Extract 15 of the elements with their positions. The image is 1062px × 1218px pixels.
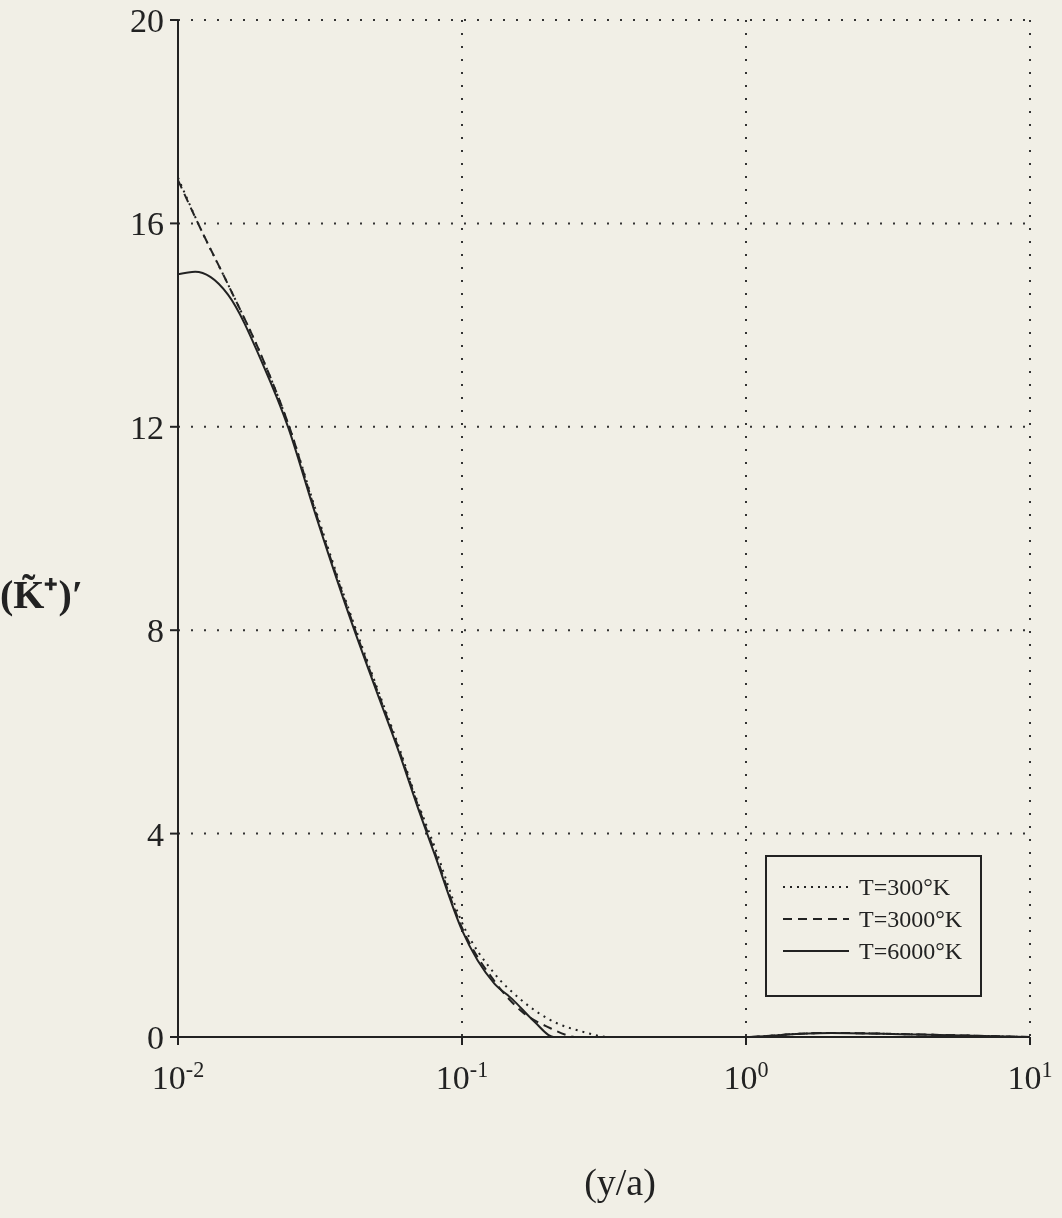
- y-tick-label: 0: [147, 1019, 164, 1056]
- x-axis-title: (y/a): [583, 1160, 657, 1204]
- legend-label: T=300°K: [859, 873, 951, 901]
- y-tick-label: 8: [147, 612, 164, 650]
- y-tick-label: 4: [147, 815, 164, 853]
- y-axis-title: (K̃⁺)′: [0, 571, 84, 619]
- y-tick-label: 20: [130, 2, 164, 39]
- x-tick-label: 10$^{-1}$: [435, 1056, 489, 1096]
- x-tick-label: 10$^{0}$: [723, 1056, 769, 1096]
- x-tick-label: 10$^{-2}$: [151, 1056, 205, 1096]
- legend-label: T=6000°K: [859, 937, 963, 965]
- x-tick-label: 10$^{1}$: [1007, 1056, 1053, 1096]
- y-tick-label: 12: [130, 408, 164, 446]
- legend-label: T=3000°K: [859, 905, 963, 933]
- y-tick-label: 16: [130, 205, 164, 243]
